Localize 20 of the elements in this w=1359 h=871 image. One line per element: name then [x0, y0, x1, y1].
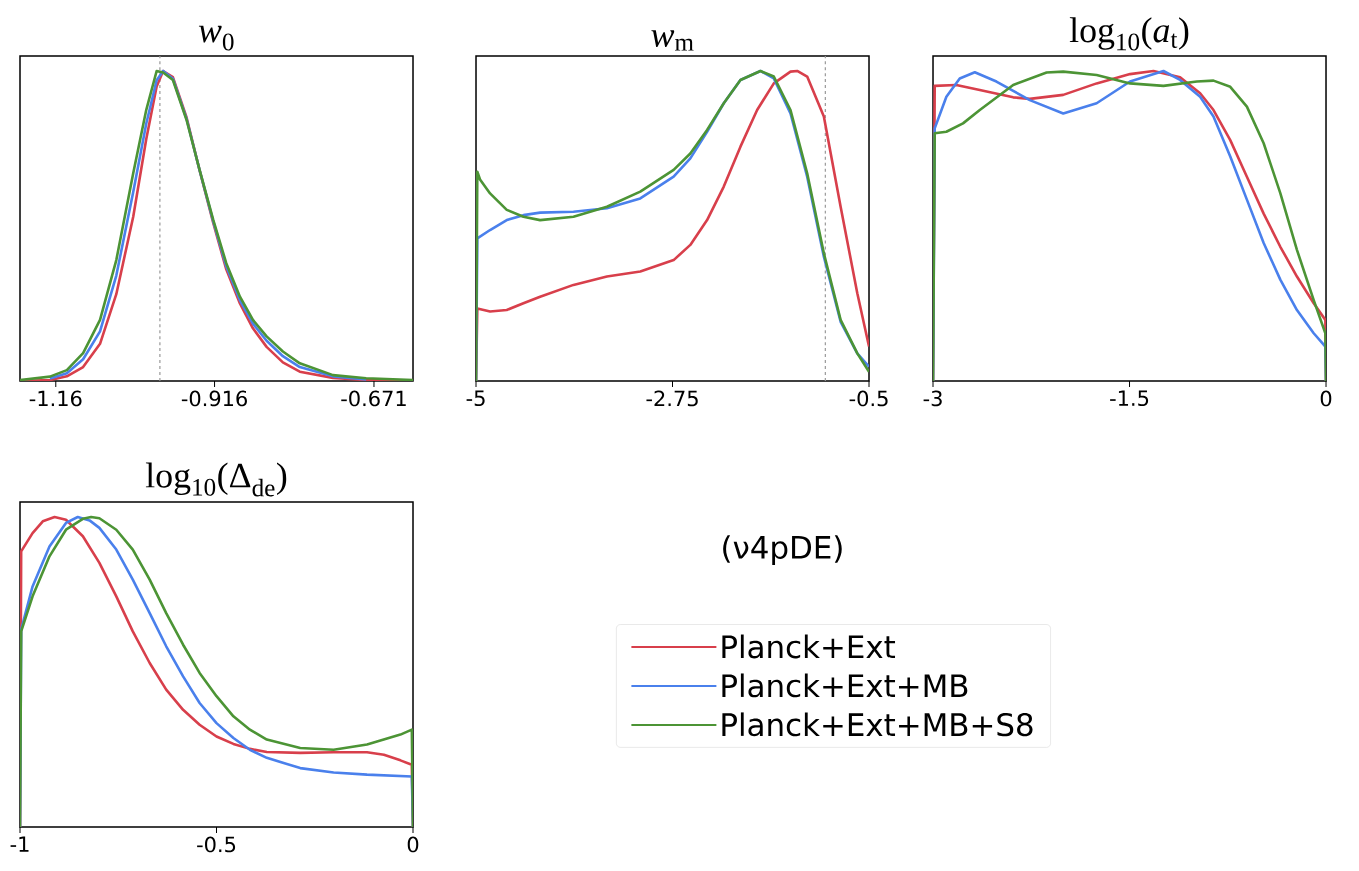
chart-title: w$_{m}$ [651, 30, 694, 51]
x-tick-label: -5 [466, 390, 485, 407]
x-tick-label: -0.671 [341, 390, 406, 407]
legend-title: (ν4pDE) [723, 535, 842, 566]
x-tick-label: 0 [1320, 390, 1332, 407]
legend-label: Planck+Ext+MB [722, 673, 968, 698]
x-tick-label: -2.75 [646, 390, 698, 407]
legend-label: Planck+Ext+MB+S8 [722, 712, 1033, 737]
x-tick-label: -0.916 [181, 390, 247, 407]
x-tick-label: -0.5 [197, 836, 236, 853]
x-tick-label: -3 [923, 390, 942, 407]
chart-title: log$_{10}$(Δ$_{de}$) [145, 462, 287, 497]
x-tick-label: -1 [10, 836, 29, 852]
x-tick-label: 0 [407, 836, 419, 853]
chart-title: log$_{10}$(a$_{t}$) [1069, 17, 1189, 51]
x-tick-label: -1.5 [1110, 390, 1149, 407]
legend-label: Planck+Ext [722, 634, 896, 659]
x-tick-label: -1.16 [29, 390, 82, 407]
x-tick-label: -0.5 [849, 390, 888, 407]
chart-title: w$_{0}$ [198, 25, 234, 51]
